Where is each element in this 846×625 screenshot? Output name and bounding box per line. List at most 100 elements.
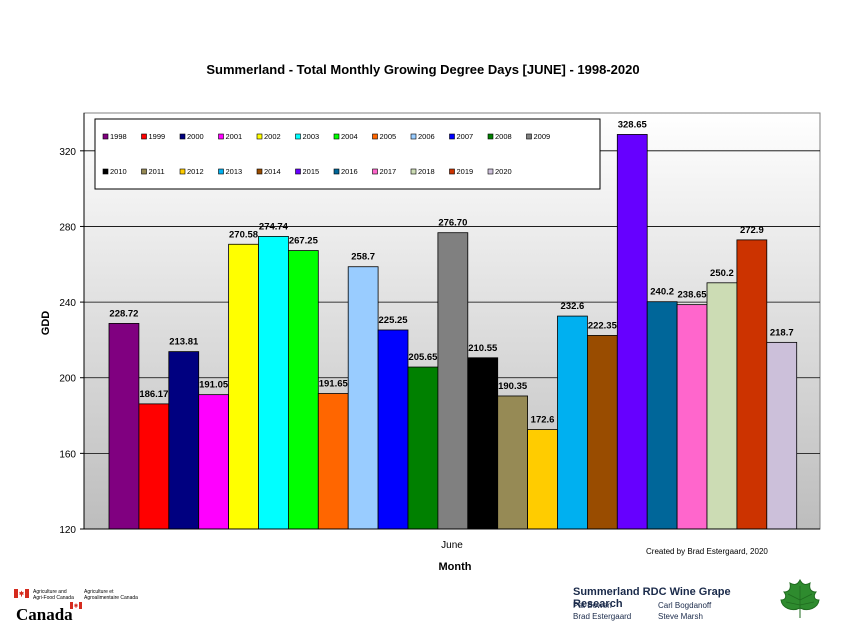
bar bbox=[646, 301, 678, 530]
legend-swatch bbox=[526, 133, 532, 140]
legend-swatch bbox=[141, 133, 147, 140]
legend-label: 2008 bbox=[495, 132, 512, 141]
y-tick-label: 120 bbox=[59, 525, 76, 536]
legend-label: 2018 bbox=[418, 167, 435, 176]
research-title: Summerland RDC Wine Grape Research bbox=[573, 586, 731, 610]
bar bbox=[706, 282, 738, 530]
legend-label: 2003 bbox=[303, 132, 320, 141]
legend-swatch bbox=[372, 133, 378, 140]
bar-data-label: 240.2 bbox=[650, 287, 674, 298]
bar bbox=[228, 243, 259, 530]
bar-data-label: 232.6 bbox=[561, 301, 585, 312]
legend-label: 2004 bbox=[341, 132, 358, 141]
y-tick-label: 160 bbox=[59, 449, 76, 460]
legend-swatch bbox=[410, 133, 417, 140]
bar bbox=[287, 250, 319, 530]
y-axis-title: GDD bbox=[40, 311, 52, 336]
legend-swatch bbox=[218, 133, 224, 140]
y-axis-ticks: 120 160 200 240 280 320 bbox=[59, 147, 84, 536]
legend-swatch bbox=[333, 133, 340, 140]
y-tick-label: 200 bbox=[59, 374, 76, 385]
y-tick-label: 280 bbox=[59, 222, 76, 233]
bar bbox=[347, 266, 379, 530]
bars bbox=[108, 134, 798, 530]
bar-data-label: 267.25 bbox=[289, 236, 319, 247]
bar-data-label: 328.65 bbox=[618, 119, 648, 130]
bar-data-label: 228.72 bbox=[109, 308, 138, 319]
grape-leaf-icon bbox=[780, 578, 820, 618]
bar-data-label: 191.05 bbox=[199, 380, 229, 391]
research-name: Brad Estergaard bbox=[573, 612, 632, 621]
bar-data-label: 210.55 bbox=[468, 343, 498, 354]
legend-label: 2015 bbox=[303, 167, 320, 176]
legend-swatch bbox=[295, 133, 301, 140]
bar bbox=[377, 329, 409, 530]
legend-box bbox=[94, 118, 601, 190]
bar bbox=[168, 351, 200, 530]
bar bbox=[497, 395, 529, 530]
bar-data-label: 276.70 bbox=[438, 218, 467, 229]
legend-label: 2014 bbox=[264, 167, 281, 176]
gov-fr-line1: Agriculture et bbox=[84, 589, 114, 595]
bar bbox=[467, 357, 499, 530]
legend-label: 2005 bbox=[380, 132, 397, 141]
legend-swatch bbox=[449, 168, 455, 175]
bar bbox=[437, 232, 469, 530]
bar-data-label: 272.9 bbox=[740, 225, 764, 236]
bar-data-label: 205.65 bbox=[408, 352, 438, 363]
legend-swatch bbox=[179, 168, 186, 175]
bar-data-label: 274.74 bbox=[259, 221, 289, 232]
bar bbox=[138, 403, 170, 530]
bar-data-label: 225.25 bbox=[379, 315, 409, 326]
legend-label: 2011 bbox=[149, 167, 165, 176]
research-name: Steve Marsh bbox=[658, 612, 703, 621]
legend-label: 2001 bbox=[226, 132, 243, 141]
x-axis-title: Month bbox=[439, 561, 472, 573]
legend-swatch bbox=[487, 168, 494, 175]
bar bbox=[108, 323, 140, 530]
legend-swatch bbox=[256, 133, 263, 140]
legend-label: 2020 bbox=[495, 167, 512, 176]
bar-labels: 228.72 186.17 213.81 191.05 270.58274.74267.… bbox=[109, 119, 793, 425]
bar bbox=[557, 315, 588, 530]
legend-label: 2009 bbox=[534, 132, 551, 141]
research-name: Carl Bogdanoff bbox=[658, 601, 712, 610]
legend-swatch bbox=[256, 168, 263, 175]
research-name: Pat Bowen bbox=[573, 601, 612, 610]
bar-data-label: 190.35 bbox=[498, 381, 528, 392]
bar-data-label: 222.35 bbox=[588, 320, 618, 331]
bar-data-label: 213.81 bbox=[169, 337, 199, 348]
bar-data-label: 186.17 bbox=[139, 389, 168, 400]
bar-data-label: 250.2 bbox=[710, 268, 734, 279]
legend-swatch bbox=[102, 133, 109, 140]
legend-swatch bbox=[449, 133, 455, 140]
x-category-label: June bbox=[441, 540, 463, 551]
gov-fr-line2: Agroalimentaire Canada bbox=[84, 595, 138, 601]
legend-label: 2000 bbox=[187, 132, 204, 141]
legend-label: 1998 bbox=[110, 132, 127, 141]
legend-label: 1999 bbox=[149, 132, 166, 141]
legend-swatch bbox=[333, 168, 340, 175]
bar-data-label: 270.58 bbox=[229, 229, 258, 240]
research-signature: Summerland RDC Wine Grape Research Pat B… bbox=[573, 586, 783, 622]
bar bbox=[527, 429, 558, 530]
bar-data-label: 238.65 bbox=[678, 290, 708, 301]
bar-data-label: 191.65 bbox=[319, 379, 349, 390]
legend-label: 2002 bbox=[264, 132, 281, 141]
y-tick-label: 240 bbox=[59, 298, 76, 309]
legend-swatch bbox=[179, 133, 186, 140]
bar bbox=[258, 236, 289, 530]
legend-label: 2016 bbox=[341, 167, 358, 176]
bar bbox=[676, 304, 708, 530]
legend-swatch bbox=[141, 168, 147, 175]
chart-title: Summerland - Total Monthly Growing Degre… bbox=[206, 62, 640, 77]
legend-swatch bbox=[295, 168, 301, 175]
credit-note: Created by Brad Estergaard, 2020 bbox=[646, 547, 768, 556]
legend-swatch bbox=[102, 168, 109, 175]
legend-swatch bbox=[372, 168, 378, 175]
legend-label: 2013 bbox=[226, 167, 243, 176]
canada-flag-icon bbox=[14, 589, 29, 598]
legend: 1998 1999 2000 2001 2002 2003 2004 2005 2006 2007… bbox=[102, 132, 551, 176]
gov-en-line2: Agri-Food Canada bbox=[33, 595, 74, 601]
